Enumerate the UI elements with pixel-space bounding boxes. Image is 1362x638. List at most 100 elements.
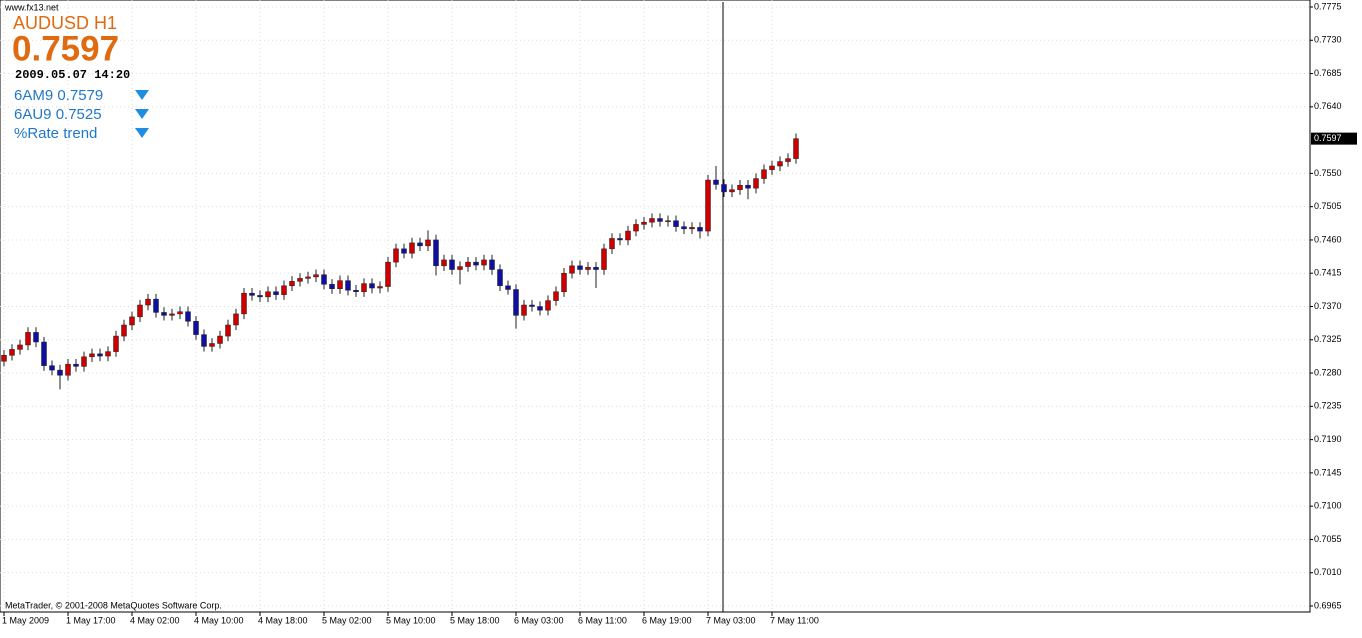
candle-body [281, 285, 287, 295]
y-tick-label: 0.7370 [1314, 301, 1342, 311]
candle-body [49, 365, 55, 371]
candle-body [713, 179, 719, 185]
x-tick-label: 6 May 11:00 [578, 615, 627, 625]
candle-body [457, 266, 463, 270]
candle-body [641, 221, 647, 225]
price-marker-label: 0.7597 [1314, 133, 1342, 143]
y-tick-label: 0.7505 [1314, 201, 1342, 211]
y-tick-label: 0.6965 [1314, 600, 1342, 610]
candle-body [337, 280, 343, 290]
candle-body [321, 274, 327, 285]
item: 6AM9 0.7579 [14, 87, 103, 104]
y-tick-label: 0.7190 [1314, 434, 1342, 444]
candle-body [9, 349, 15, 356]
candle-body [193, 321, 199, 335]
candle-body [537, 306, 543, 311]
candle-body [73, 363, 79, 367]
candle-body [129, 316, 135, 326]
candle-body [89, 353, 95, 358]
y-tick-label: 0.7100 [1314, 501, 1342, 511]
candle-body [33, 332, 39, 343]
candle-body [257, 295, 263, 298]
y-tick-label: 0.7640 [1314, 101, 1342, 111]
price: 0.7597 [12, 29, 119, 68]
candle-body [369, 283, 375, 289]
candle-body [569, 265, 575, 274]
candle-body [329, 284, 335, 290]
x-tick-label: 5 May 18:00 [450, 615, 500, 625]
x-tick-label: 7 May 03:00 [706, 615, 756, 625]
candle-body [361, 283, 367, 292]
candle-body [289, 281, 295, 287]
x-tick-label: 7 May 11:00 [770, 615, 819, 625]
candle-body [545, 300, 551, 311]
candle-body [777, 161, 783, 167]
candle-body [241, 292, 247, 315]
candle-body [425, 239, 431, 247]
y-tick-label: 0.7280 [1314, 367, 1342, 377]
candle-body [705, 179, 711, 232]
candle-body [169, 313, 175, 316]
x-tick-label: 5 May 02:00 [322, 615, 372, 625]
candle-body [737, 184, 743, 190]
candle-body [145, 298, 151, 306]
x-tick-label: 4 May 18:00 [258, 615, 308, 625]
candle-body [577, 265, 583, 270]
candle-body [401, 248, 407, 254]
candle-body [201, 334, 207, 347]
candle-body [249, 292, 255, 296]
y-tick-label: 0.7010 [1314, 567, 1342, 577]
candle-body [153, 298, 159, 313]
plot-frame [0, 0, 1311, 613]
x-tick-label: 6 May 03:00 [514, 615, 564, 625]
candle-body [617, 238, 623, 241]
price-marker [1311, 132, 1357, 145]
y-tick-label: 0.7460 [1314, 234, 1342, 244]
y-tick-label: 0.7415 [1314, 268, 1342, 278]
candle-body [753, 178, 759, 189]
candle-body [385, 261, 391, 287]
candle-body [225, 324, 231, 337]
candle-body [513, 289, 519, 316]
x-tick-label: 4 May 02:00 [130, 615, 180, 625]
site: www.fx13.net [4, 2, 59, 12]
candle-body [57, 369, 63, 376]
candle-body [529, 304, 535, 307]
candle-body [441, 259, 447, 267]
candle-body [417, 242, 423, 247]
candle-body [353, 289, 359, 292]
item: 6AU9 0.7525 [14, 106, 102, 123]
y-tick-label: 0.7685 [1314, 68, 1342, 78]
candle-body [217, 335, 223, 344]
y-tick-label: 0.7145 [1314, 467, 1342, 477]
symbol: AUDUSD H1 [13, 13, 117, 33]
candle-body [25, 332, 31, 346]
candle-body [473, 261, 479, 266]
candle-body [433, 239, 439, 267]
candle-body [489, 259, 495, 270]
x-tick-label: 6 May 19:00 [642, 615, 692, 625]
candle-body [265, 291, 271, 298]
x-tick-label: 1 May 17:00 [66, 615, 116, 625]
candle-body [313, 274, 319, 278]
candle-body [649, 218, 655, 223]
y-tick-label: 0.7730 [1314, 35, 1342, 45]
candle-body [17, 344, 23, 350]
footer: MetaTrader, © 2001-2008 MetaQuotes Softw… [5, 600, 222, 610]
candle-body [657, 218, 663, 222]
candle-body [297, 278, 303, 282]
candle-body [761, 169, 767, 179]
candle-body [161, 312, 167, 316]
x-tick-label: 5 May 10:00 [386, 615, 436, 625]
candle-body [785, 158, 791, 162]
candle-body [593, 267, 599, 270]
candle-body [345, 280, 351, 291]
candle-body [497, 269, 503, 287]
candle-body [633, 224, 639, 232]
candle-body [601, 248, 607, 270]
candle-body [409, 242, 415, 254]
candle-body [97, 353, 103, 357]
y-tick-label: 0.7550 [1314, 168, 1342, 178]
